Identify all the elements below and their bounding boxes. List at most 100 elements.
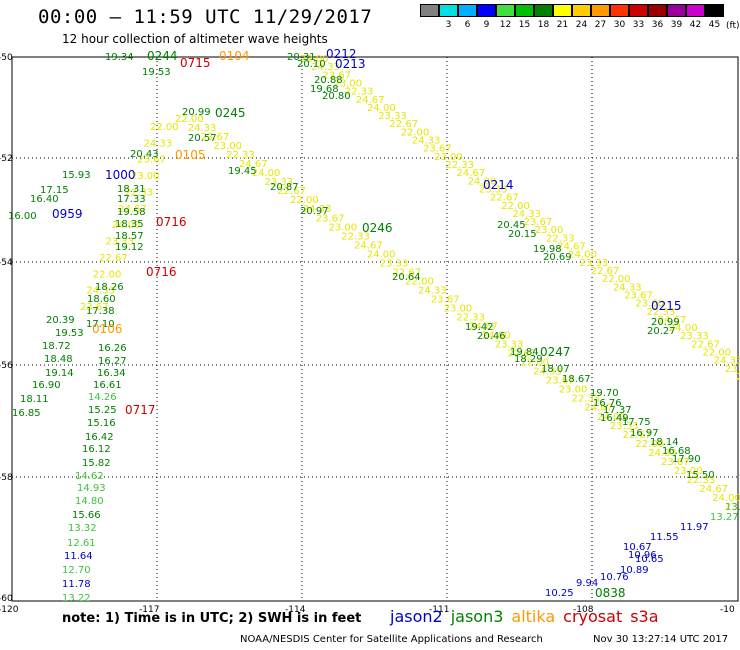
wave-height-label: 23.00: [213, 141, 242, 152]
wave-height-label: 13.27: [710, 512, 739, 523]
pass-time-label: 0105: [175, 148, 206, 162]
wave-height-label: 22.67: [508, 349, 537, 360]
wave-height-label: 22.00: [401, 127, 430, 138]
legend-entry-s3a: s3a: [630, 607, 659, 626]
wave-height-label: 24.33: [311, 62, 340, 73]
wave-height-label: 23.33: [265, 177, 294, 188]
color-scale-legend: 3 6 9 12 15 18 21 24 27 30 33 36 39 42 45 (ft): [419, 4, 740, 31]
wave-height-label: 23.00: [635, 299, 664, 310]
scale-label: 33: [632, 20, 645, 30]
scale-label: 18: [537, 20, 550, 30]
scale-swatch: [514, 4, 534, 17]
wave-height-label: 22.67: [490, 193, 519, 204]
wave-height-label: 24.00: [669, 323, 698, 334]
wave-height-label: 23.67: [80, 302, 109, 313]
legend-entry-cryosat: cryosat: [563, 607, 623, 626]
wave-height-label: 24.67: [118, 204, 147, 215]
wave-height-label: 22.00: [501, 201, 530, 212]
wave-height-label: 24.33: [533, 367, 562, 378]
scale-cell: 9: [476, 4, 496, 31]
wave-height-label: 18.29: [514, 354, 543, 365]
wave-height-label: 19.53: [55, 328, 84, 339]
wave-height-label: 24.00: [712, 493, 740, 504]
wave-height-label: 17.15: [40, 185, 69, 196]
wave-height-label: 19.45: [228, 166, 257, 177]
wave-height-label: 22.33: [125, 187, 154, 198]
wave-height-label: 20.43: [130, 149, 159, 160]
wave-height-label: 23.33: [479, 184, 508, 195]
wave-height-label: 23.00: [674, 466, 703, 477]
scale-cell: 30: [609, 4, 629, 31]
scale-cell: 24: [571, 4, 591, 31]
wave-height-label: 24.00: [568, 250, 597, 261]
wave-height-label: 16.12: [82, 444, 111, 455]
scale-cell: 21: [552, 4, 572, 31]
wave-height-label: 15.25: [88, 405, 117, 416]
wave-height-label: 19.68: [310, 84, 339, 95]
wave-height-label: 18.67: [562, 374, 591, 385]
scale-label: 24: [575, 20, 588, 30]
scale-swatch: [457, 4, 477, 17]
wave-height-label: 24.67: [557, 242, 586, 253]
pass-time-label: 0247: [540, 345, 571, 359]
wave-height-label: 18.48: [44, 354, 73, 365]
wave-height-label: 23.00: [434, 152, 463, 163]
pass-time-label: 0213: [335, 57, 366, 71]
wave-height-label: 20.31: [287, 52, 316, 63]
wave-height-label: 20.46: [477, 331, 506, 342]
wave-height-label: 12.70: [62, 565, 91, 576]
wave-height-label: 19.12: [115, 242, 144, 253]
wave-height-label: 24.67: [239, 159, 268, 170]
lon-tick-label: -108: [573, 605, 594, 615]
wave-height-label: 22.00: [602, 274, 631, 285]
wave-height-label: 20.88: [314, 75, 343, 86]
wave-height-label: 10.25: [545, 588, 574, 599]
scale-cell: 12: [495, 4, 515, 31]
wave-height-label: 22.00: [635, 439, 664, 450]
wave-height-label: 12.61: [67, 538, 96, 549]
wave-height-label: 23.33: [680, 331, 709, 342]
wave-height-label: 22.00: [300, 54, 329, 65]
wave-height-label: 22.33: [647, 307, 676, 318]
wave-height-label: 19.84: [510, 347, 539, 358]
wave-height-label: 16.49: [600, 413, 629, 424]
wave-height-label: 22.67: [591, 266, 620, 277]
pass-time-label: 0104: [219, 49, 250, 63]
wave-height-label: 22.33: [456, 313, 485, 324]
wave-height-label: 20.99: [182, 107, 211, 118]
wave-height-label: 20.99: [651, 317, 680, 328]
wave-height-label: 16.97: [630, 428, 659, 439]
lat-tick-label: -60: [0, 594, 13, 604]
wave-height-label: 22.33: [226, 150, 255, 161]
wave-height-label: 23.67: [431, 294, 460, 305]
scale-swatch: [552, 4, 572, 17]
wave-height-label: 22.00: [93, 269, 122, 280]
pass-time-label: 0838: [595, 586, 626, 600]
wave-height-label: 19.70: [590, 388, 619, 399]
pass-time-label: 1000: [105, 168, 136, 182]
generated-timestamp: Nov 30 13:27:14 UTC 2017: [593, 634, 729, 645]
pass-time-label: 0716: [156, 215, 187, 229]
wave-height-label: 11.64: [64, 551, 93, 562]
scale-cell: 27: [590, 4, 610, 31]
wave-height-label: 23.00: [736, 372, 740, 383]
wave-height-label: 20.27: [647, 326, 676, 337]
lat-tick-label: -56: [0, 361, 13, 371]
wave-height-label: 23.67: [725, 364, 740, 375]
wave-height-label: 24.33: [188, 123, 217, 134]
wave-height-label: 16.00: [8, 211, 37, 222]
wave-height-label: 24.33: [303, 204, 332, 215]
scale-cell: [419, 4, 439, 31]
pass-time-label: 0106: [92, 322, 123, 336]
wave-height-label: 22.33: [341, 231, 370, 242]
wave-height-label: 22.00: [175, 114, 204, 125]
scale-swatch: [704, 4, 724, 17]
page-title: 00:00 – 11:59 UTC 11/29/2017: [38, 6, 373, 28]
wave-height-label: 9.94: [576, 578, 598, 589]
wave-height-label: 24.67: [658, 315, 687, 326]
scale-swatch: [685, 4, 705, 17]
wave-height-label: 16.40: [30, 194, 59, 205]
scale-cell: 6: [457, 4, 477, 31]
wave-height-label: 19.53: [142, 67, 171, 78]
lat-tick-label: -52: [0, 154, 13, 164]
